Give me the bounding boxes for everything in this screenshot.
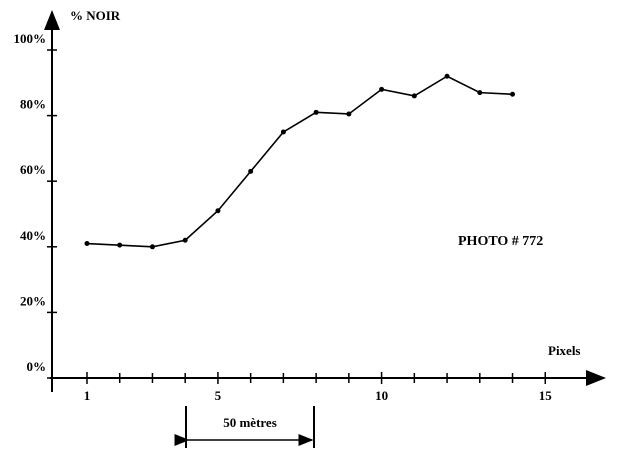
data-line <box>86 75 513 248</box>
y-axis-label: % NOIR <box>70 8 121 23</box>
y-tick-label: 20% <box>20 293 46 308</box>
x-tick-label: 15 <box>539 388 553 403</box>
y-tick-label: 60% <box>20 162 46 177</box>
data-point <box>248 168 254 174</box>
y-tick-label: 40% <box>20 228 46 243</box>
data-point <box>280 129 286 135</box>
y-tick-label: 80% <box>20 97 46 112</box>
data-point <box>444 73 450 79</box>
data-point <box>84 241 90 247</box>
x-tick-label: 5 <box>215 388 222 403</box>
x-axis-label: Pixels <box>548 343 581 358</box>
data-point <box>117 242 123 248</box>
y-tick-label: 0% <box>27 359 47 374</box>
data-point <box>313 109 319 115</box>
scale-bracket <box>174 406 315 448</box>
data-point <box>149 244 155 250</box>
y-tick-label: 100% <box>14 31 47 46</box>
data-point <box>346 111 352 117</box>
data-point <box>182 237 188 243</box>
data-point <box>411 93 417 99</box>
annotation: PHOTO # 772 <box>458 234 543 249</box>
x-tick-label: 10 <box>375 388 388 403</box>
annotation: 50 mètres <box>223 415 277 430</box>
data-point <box>510 91 516 97</box>
data-point <box>477 90 483 96</box>
x-tick-label: 1 <box>84 388 91 403</box>
data-point <box>379 86 385 92</box>
data-point <box>215 208 221 214</box>
